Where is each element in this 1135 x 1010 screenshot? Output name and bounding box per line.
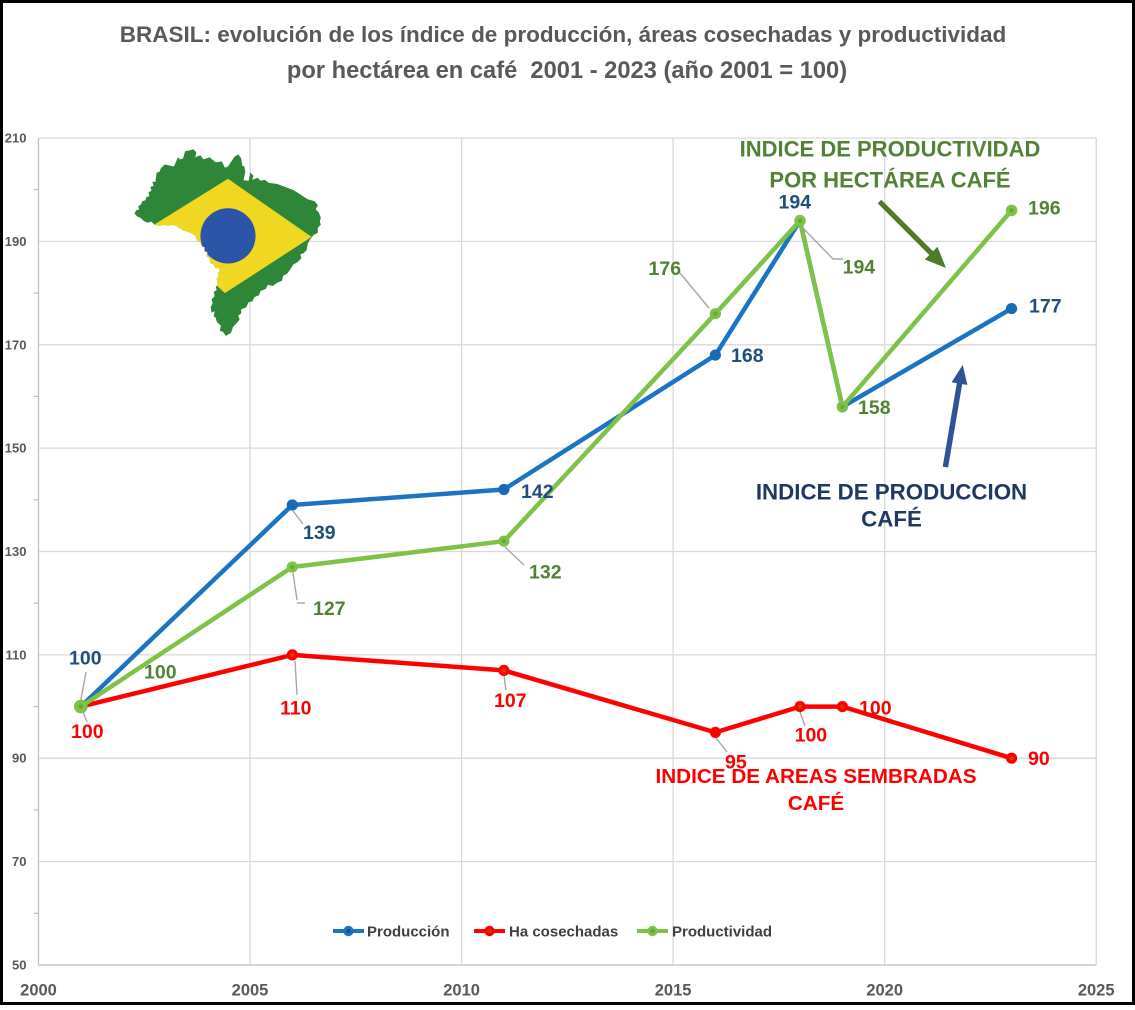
svg-text:2020: 2020 bbox=[866, 982, 903, 1000]
svg-text:100: 100 bbox=[71, 721, 104, 743]
svg-text:196: 196 bbox=[1028, 198, 1061, 220]
svg-text:95: 95 bbox=[725, 752, 747, 774]
svg-text:168: 168 bbox=[731, 345, 764, 367]
svg-text:150: 150 bbox=[5, 441, 27, 456]
svg-text:50: 50 bbox=[12, 958, 26, 973]
svg-text:110: 110 bbox=[280, 698, 312, 720]
svg-text:100: 100 bbox=[144, 662, 177, 684]
svg-text:INDICE DE AREAS SEMBRADAS: INDICE DE AREAS SEMBRADAS bbox=[655, 765, 976, 788]
svg-text:70: 70 bbox=[12, 854, 26, 869]
svg-text:127: 127 bbox=[313, 598, 346, 620]
svg-text:158: 158 bbox=[858, 397, 891, 419]
svg-text:CAFÉ: CAFÉ bbox=[861, 507, 922, 532]
svg-text:CAFÉ: CAFÉ bbox=[788, 792, 844, 815]
svg-text:110: 110 bbox=[6, 647, 27, 662]
svg-text:170: 170 bbox=[5, 337, 27, 352]
svg-text:142: 142 bbox=[521, 481, 554, 503]
svg-text:POR HECTÁREA CAFÉ: POR HECTÁREA CAFÉ bbox=[769, 168, 1010, 193]
svg-text:194: 194 bbox=[843, 257, 876, 279]
svg-text:Ha cosechadas: Ha cosechadas bbox=[509, 924, 618, 941]
svg-text:100: 100 bbox=[69, 648, 102, 670]
svg-text:INDICE DE PRODUCTIVIDAD: INDICE DE PRODUCTIVIDAD bbox=[740, 137, 1041, 162]
svg-text:2000: 2000 bbox=[20, 982, 57, 1000]
svg-text:90: 90 bbox=[12, 751, 26, 766]
svg-text:130: 130 bbox=[5, 544, 27, 559]
svg-text:por hectárea en café 2001 - 2: por hectárea en café 2001 - 2023 (año 20… bbox=[287, 58, 847, 84]
svg-text:100: 100 bbox=[795, 725, 828, 747]
svg-text:2010: 2010 bbox=[443, 982, 480, 1000]
svg-text:Productividad: Productividad bbox=[672, 924, 772, 941]
svg-text:2015: 2015 bbox=[655, 982, 692, 1000]
svg-text:176: 176 bbox=[649, 258, 682, 280]
svg-text:177: 177 bbox=[1029, 296, 1062, 318]
svg-text:132: 132 bbox=[529, 562, 562, 584]
svg-text:190: 190 bbox=[5, 234, 27, 249]
svg-text:2025: 2025 bbox=[1078, 982, 1115, 1000]
svg-text:107: 107 bbox=[494, 690, 527, 712]
svg-text:2005: 2005 bbox=[232, 982, 269, 1000]
svg-text:INDICE DE PRODUCCION: INDICE DE PRODUCCION bbox=[756, 480, 1027, 505]
svg-text:139: 139 bbox=[303, 522, 336, 544]
svg-text:194: 194 bbox=[779, 192, 812, 214]
svg-text:210: 210 bbox=[5, 131, 27, 146]
svg-text:100: 100 bbox=[859, 698, 892, 720]
svg-text:BRASIL: evolución de los índic: BRASIL: evolución de los índice de produ… bbox=[120, 22, 1006, 47]
svg-text:Producción: Producción bbox=[367, 924, 450, 941]
svg-text:90: 90 bbox=[1028, 748, 1050, 770]
